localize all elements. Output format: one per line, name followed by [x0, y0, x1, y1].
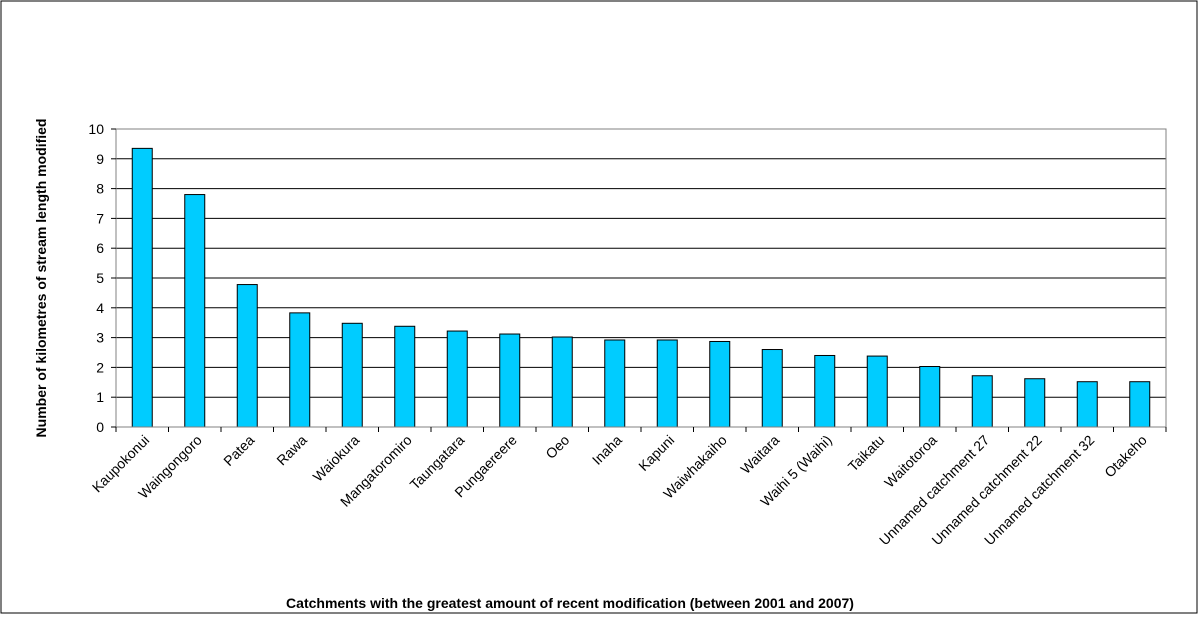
y-tick-label: 1 [96, 389, 104, 405]
y-tick-label: 0 [96, 419, 104, 435]
bar [184, 194, 206, 428]
y-tick-label: 8 [96, 181, 104, 197]
bar [814, 354, 836, 428]
bar [1076, 381, 1098, 428]
y-tick-label: 2 [96, 359, 104, 375]
y-tick-label: 10 [88, 121, 104, 137]
y-tick-label: 9 [96, 151, 104, 167]
bar [394, 325, 416, 428]
y-tick-label: 6 [96, 240, 104, 256]
y-tick-label: 4 [96, 300, 104, 316]
y-axis-ticks: 0 1 2 3 4 5 6 7 8 9 10 [88, 121, 116, 435]
bar [919, 366, 941, 428]
bar [709, 340, 731, 428]
bar [341, 322, 363, 428]
bar [131, 147, 153, 428]
bars [131, 147, 1151, 428]
bar [656, 339, 678, 428]
bar [971, 375, 993, 428]
y-axis-title: Number of kilometres of stream length mo… [33, 119, 49, 438]
bar [866, 355, 888, 428]
bar [236, 284, 258, 428]
bar [446, 330, 468, 428]
bar [289, 312, 311, 428]
y-tick-label: 5 [96, 270, 104, 286]
bar [1024, 378, 1046, 428]
y-tick-label: 3 [96, 330, 104, 346]
y-tick-label: 7 [96, 210, 104, 226]
bar [499, 333, 521, 428]
bar [1129, 381, 1151, 428]
bar [604, 339, 626, 428]
x-axis-title: Catchments with the greatest amount of r… [286, 595, 854, 611]
bar [761, 349, 783, 428]
bar [551, 336, 573, 428]
